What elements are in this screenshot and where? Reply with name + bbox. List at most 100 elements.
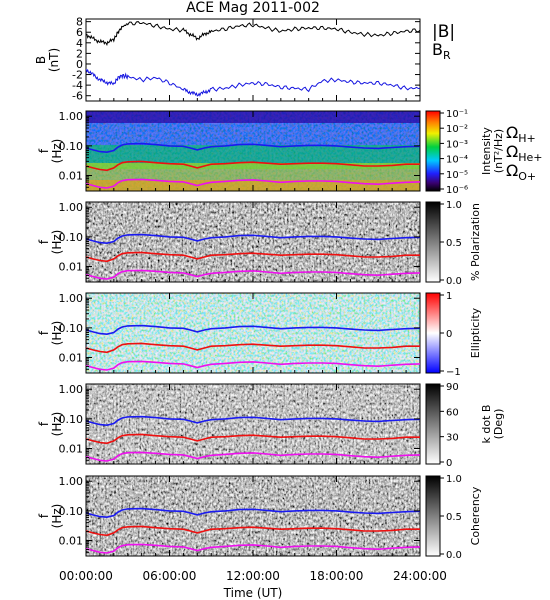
power-colorbar-label: Intensity	[480, 127, 493, 175]
gyrofrequency-line-O	[85, 178, 421, 189]
colorbar-tick-label: 0.5	[446, 238, 462, 249]
freq-tick-label: 1.00	[59, 201, 84, 214]
freq-ylabel: f	[37, 148, 51, 153]
legend-b-r: BR	[432, 40, 451, 62]
colorbar-tick-label: 10⁻⁶	[446, 185, 468, 196]
field-ylabel: B	[34, 56, 48, 64]
legend-b-r-subscript: R	[443, 49, 451, 62]
power-panel: Intensity (nT²/Hz)	[85, 110, 505, 192]
gyrofrequency-line-H	[85, 233, 421, 245]
gyrofrequency-line-He	[85, 525, 420, 537]
freq-tick-label: 0.01	[59, 535, 84, 548]
colorbar-tick-label: 10⁻²	[446, 124, 468, 135]
gyrofrequency-line-He	[85, 342, 420, 354]
colorbar-tick-label: 30	[446, 433, 459, 444]
colorbar-tick-label: 1	[446, 291, 452, 302]
legend-omega-he-subscript: He+	[518, 151, 542, 164]
field-y-tick-label: -2	[72, 69, 83, 82]
kdotb-panel: k dot B (Deg)	[85, 383, 505, 465]
freq-tick-label: 0.10	[59, 140, 84, 153]
freq-yunit: (Hz)	[50, 321, 64, 346]
colorbar-tick-label: 10⁻¹	[446, 109, 468, 120]
polarization-colorbar	[425, 201, 441, 283]
freq-tick-label: 0.10	[59, 231, 84, 244]
freq-tick-label: 0.01	[59, 352, 84, 365]
freq-tick-label: 0.10	[59, 322, 84, 335]
polarization-colorbar-label: % Polarization	[469, 203, 482, 281]
gyrofrequency-line-H	[85, 142, 421, 154]
freq-tick-label: 1.00	[59, 475, 84, 488]
polarization-panel: % Polarization	[85, 201, 482, 283]
freq-yunit: (Hz)	[50, 504, 64, 529]
legend-omega-h-subscript: H+	[518, 132, 536, 145]
time-tick-label: 12:00:00	[226, 569, 280, 583]
field-yunit: (nT)	[47, 48, 61, 72]
coherency-colorbar	[425, 475, 441, 557]
gyrofrequency-line-He	[85, 160, 420, 172]
legend-omega-h: ΩH+	[506, 123, 536, 145]
freq-ylabel: f	[37, 513, 51, 518]
field-y-tick-label: 2	[76, 47, 83, 60]
kdotb-colorbar-label: k dot B	[480, 405, 493, 444]
power-colorbar-unit: (nT²/Hz)	[492, 129, 505, 173]
freq-tick-label: 1.00	[59, 110, 84, 123]
colorbar-tick-label: 60	[446, 407, 459, 418]
freq-tick-label: 1.00	[59, 292, 84, 305]
gyrofrequency-line-O	[85, 543, 421, 554]
field-series-line	[86, 21, 420, 47]
legend-b-total: |B|	[432, 22, 455, 42]
legend-omega-he: ΩHe+	[506, 142, 543, 164]
gyrofrequency-line-O	[85, 360, 421, 371]
field-y-tick-label: -6	[72, 90, 83, 103]
freq-yunit: (Hz)	[50, 412, 64, 437]
colorbar-tick-label: 0	[446, 329, 452, 340]
freq-ylabel: f	[37, 239, 51, 244]
field-y-tick-label: -4	[72, 79, 83, 92]
ellipticity-colorbar	[425, 292, 441, 374]
time-tick-label: 24:00:00	[393, 569, 447, 583]
freq-tick-label: 0.01	[59, 170, 84, 183]
colorbar-tick-label: 1.0	[446, 474, 462, 485]
power-colorbar	[425, 110, 441, 192]
time-tick-label: 18:00:00	[310, 569, 364, 583]
kdotb-spectrogram	[86, 384, 420, 464]
freq-tick-label: 0.10	[59, 505, 84, 518]
field-series-line	[86, 68, 420, 97]
time-tick-label: 00:00:00	[59, 569, 113, 583]
kdotb-colorbar-unit: (Deg)	[492, 409, 505, 440]
legend-omega-o: ΩO+	[506, 161, 536, 183]
freq-tick-label: 0.10	[59, 413, 84, 426]
colorbar-tick-label: −1	[446, 367, 461, 378]
gyrofrequency-line-He	[85, 433, 420, 445]
freq-yunit: (Hz)	[50, 230, 64, 255]
field-y-tick-label: 0	[76, 58, 83, 71]
colorbar-tick-label: 0.0	[446, 276, 462, 287]
legend-omega-o-subscript: O+	[518, 170, 536, 183]
colorbar-tick-label: 90	[446, 382, 459, 393]
time-tick-label: 06:00:00	[143, 569, 197, 583]
colorbar-tick-label: 0.5	[446, 512, 462, 523]
field-plot-frame	[85, 18, 421, 102]
gyrofrequency-line-H	[85, 507, 421, 519]
gyrofrequency-line-O	[85, 451, 421, 462]
colorbar-tick-label: 10⁻⁴	[446, 155, 468, 166]
field-y-tick-label: 6	[76, 26, 83, 39]
freq-tick-label: 0.01	[59, 261, 84, 274]
kdotb-colorbar	[425, 383, 441, 465]
gyrofrequency-line-H	[85, 324, 421, 336]
coherency-colorbar-label: Coherency	[469, 486, 482, 545]
field-y-tick-label: 8	[76, 16, 83, 29]
polarization-spectrogram	[86, 202, 420, 282]
gyrofrequency-line-H	[85, 415, 421, 427]
freq-ylabel: f	[37, 421, 51, 426]
freq-tick-label: 1.00	[59, 383, 84, 396]
x-axis-label: Time (UT)	[223, 586, 283, 600]
figure-title: ACE Mag 2011-002	[186, 0, 320, 16]
freq-yunit: (Hz)	[50, 139, 64, 164]
gyrofrequency-line-O	[85, 269, 421, 280]
freq-tick-label: 0.01	[59, 443, 84, 456]
colorbar-tick-label: 0	[446, 458, 452, 469]
colorbar-tick-label: 1.0	[446, 200, 462, 211]
